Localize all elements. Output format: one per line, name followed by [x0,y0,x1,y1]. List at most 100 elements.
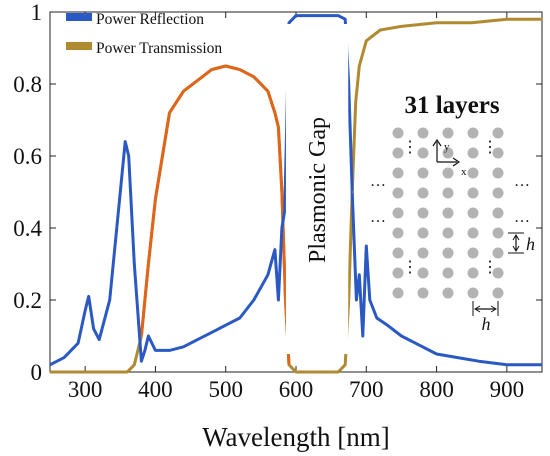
horizontal-ellipsis: … [514,173,530,190]
lattice-dot [467,167,479,179]
reflection-point [365,245,368,247]
transmission-point [541,18,543,21]
reflection-point [386,324,389,327]
reflection-point [358,274,361,276]
vertical-ellipsis: ⋮ [482,259,498,276]
transmission-point [347,299,350,301]
spacing-label-vertical: h [526,234,535,254]
reflection-point [108,299,111,301]
lattice-dot [492,207,504,219]
lattice-dot [492,267,504,279]
y-tick-label: 0.4 [13,216,42,241]
lattice-dot [442,187,454,199]
x-tick-label: 400 [138,377,173,402]
transmission-point [133,364,136,366]
reflection-point [210,331,213,334]
lattice-dot [492,127,504,139]
lattice-dot [492,187,504,199]
transmission-point [309,371,311,373]
lattice-dot [442,287,454,299]
transmission-point [323,371,325,373]
x-tick-label: 800 [419,377,454,402]
reflection-point [224,324,227,327]
lattice-dot [467,227,479,239]
lattice-dot [392,267,404,279]
reflection-point [323,14,325,17]
lattice-dot [467,207,479,219]
transmission-point [182,90,185,92]
reflection-point [140,360,143,363]
transmission-point [344,364,347,366]
lattice-dot [417,167,429,179]
reflection-point [119,191,122,193]
transmission-point [351,191,354,193]
y-tick-label: 1 [31,0,43,25]
lattice-dot [392,187,404,199]
reflection-point [92,328,95,330]
transmission-point [210,68,213,71]
lattice-dot [492,247,504,259]
x-tick-label: 600 [279,377,314,402]
transmission-point [354,101,357,103]
lattice-dot [467,267,479,279]
lattice-dot [392,287,404,299]
transmission-point [365,40,368,42]
transmission-point [49,371,51,373]
x-tick-label: 500 [208,377,243,402]
lattice-dot [417,207,429,219]
x-tick-label: 300 [68,377,103,402]
transmission-point [140,335,143,337]
lattice-dot [392,147,404,159]
reflection-point [288,22,290,24]
transmission-point [281,191,283,193]
reflection-point [168,349,171,352]
transmission-point [224,65,227,67]
lattice-dot [417,227,429,239]
lattice-dot [417,267,429,279]
reflection-point [361,335,364,337]
transmission-point [435,22,438,24]
lattice-dot [492,227,504,239]
x-axis-label: Wavelength [nm] [202,422,390,452]
reflection-point [133,263,136,265]
transmission-point [288,364,290,366]
reflection-point [253,299,255,301]
lattice-dot [417,127,429,139]
transmission-point [267,90,269,92]
lattice-dot [442,207,454,219]
reflection-point [295,14,297,17]
lattice-inset: 31 layers y x ⋮ ⋮ ⋮ ⋮ … … … … h h [370,92,535,334]
plot-area: 300 400 500 600 700 800 900 0 0.2 0.4 0.6 0.8 1 Wavel… [13,0,543,452]
plasmonic-gap-label: Plasmonic Gap [305,117,331,263]
reflection-point [281,227,283,229]
reflection-point [154,349,157,352]
reflection-point [77,342,79,345]
inset-title: 31 layers [404,92,499,119]
reflection-point [369,299,371,301]
series-line-power-reflection [49,14,542,367]
lattice-dot [467,187,479,199]
reflection-point [456,356,459,359]
spacing-label-horizontal: h [482,314,491,334]
plasmonic-gap-box [285,24,349,354]
vertical-ellipsis: ⋮ [482,139,498,156]
transmission-point [196,79,199,82]
lattice-dot [467,147,479,159]
lattice-dot [442,167,454,179]
reflection-point [355,299,358,301]
reflection-point [283,209,286,211]
reflection-point [144,349,146,352]
reflection-point [87,295,90,298]
reflection-point [347,83,350,85]
transmission-point [253,76,255,78]
lattice-dot [492,287,504,299]
reflection-point [147,335,150,337]
reflection-point [435,353,438,355]
lattice-dot [467,287,479,299]
x-tick-label: 700 [349,377,384,402]
transmission-point [284,299,287,301]
transmission-point [154,198,157,200]
legend-swatch-power-reflection [66,13,92,21]
reflection-point [196,338,199,341]
lattice-dot [442,127,454,139]
